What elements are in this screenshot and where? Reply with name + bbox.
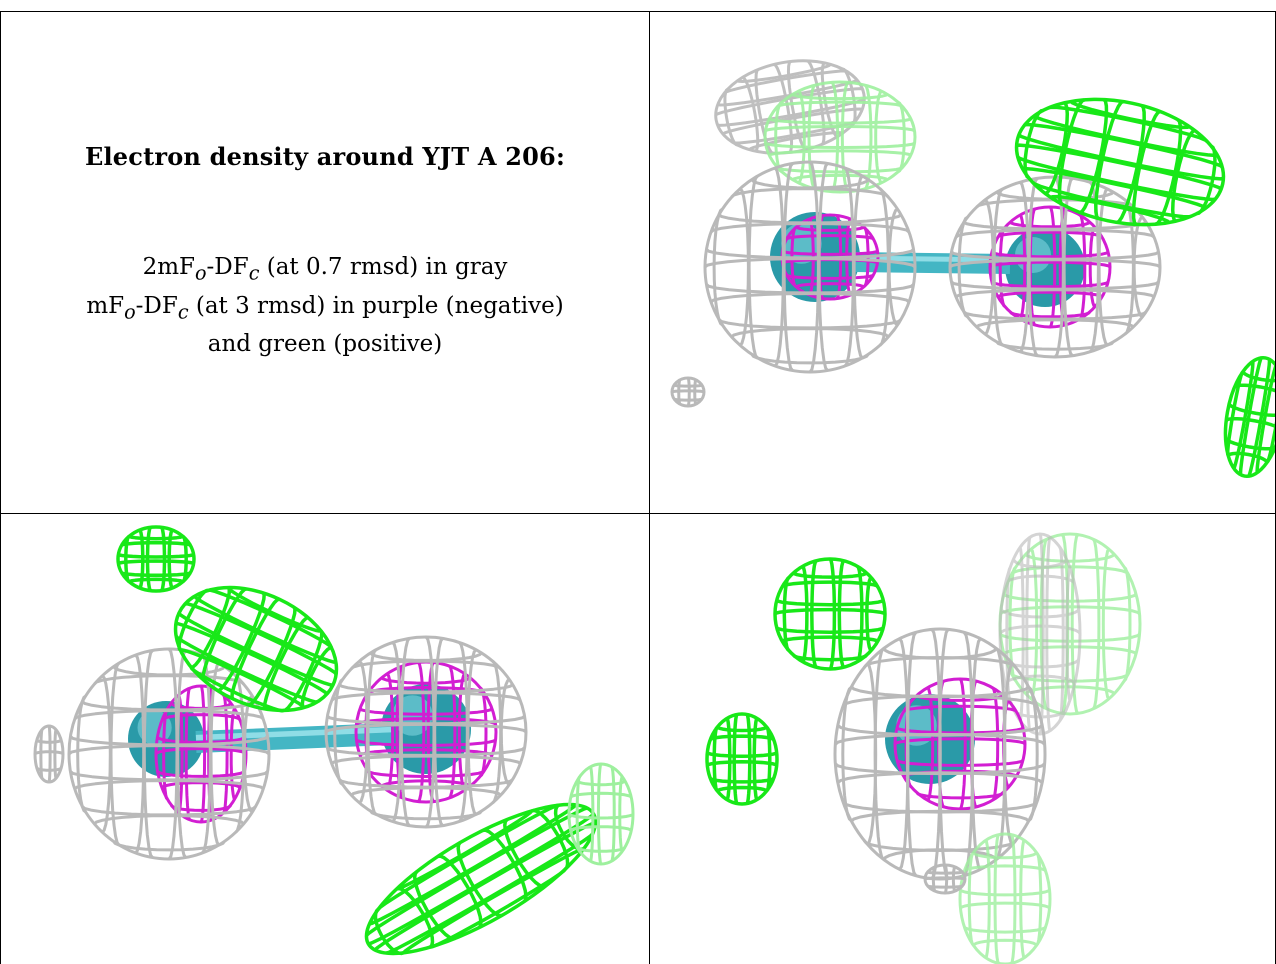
green-mesh-edge <box>1223 355 1275 479</box>
legend-line-difference: mFo-DFc (at 3 rmsd) in purple (negative) <box>86 290 563 329</box>
gray-mesh-fragment <box>923 863 967 895</box>
green-mesh-faint-bottom <box>958 832 1052 964</box>
legend-line-gray: 2mFo-DFc (at 0.7 rmsd) in gray <box>86 251 563 290</box>
green-mesh-lower <box>364 802 598 956</box>
density-view-top-right <box>650 12 1275 513</box>
gray-mesh-fragment <box>33 724 65 784</box>
legend-text: -DF <box>135 292 178 319</box>
green-mesh-left-top <box>773 557 887 671</box>
density-render-2 <box>33 525 635 956</box>
legend-text: mF <box>86 292 125 319</box>
gray-mesh-faint-right <box>998 532 1082 736</box>
figure-title: Electron density around YJT A 206: <box>84 142 566 171</box>
grid-top-border <box>0 11 1276 12</box>
green-mesh-upper <box>173 585 339 713</box>
grid-middle-border <box>0 513 1276 514</box>
density-legend: 2mFo-DFc (at 0.7 rmsd) in gray mFo-DFc (… <box>86 251 563 360</box>
green-mesh-left <box>705 712 779 806</box>
legend-sub: o <box>194 261 207 285</box>
gray-mesh-fragment <box>670 376 706 408</box>
caption-cell: Electron density around YJT A 206: 2mFo-… <box>1 12 649 513</box>
atom-right <box>1005 227 1085 307</box>
density-render-3 <box>705 532 1142 964</box>
green-mesh-faint <box>763 80 917 194</box>
gray-mesh-right <box>948 175 1162 359</box>
legend-text: (at 0.7 rmsd) in gray <box>259 254 508 280</box>
green-mesh-faint-right <box>998 532 1142 716</box>
legend-sub: c <box>248 261 260 285</box>
density-render-1 <box>670 59 1275 479</box>
gray-mesh-right <box>324 635 528 829</box>
legend-text: (at 3 rmsd) in purple (negative) <box>188 292 564 319</box>
grid-center-border <box>649 11 650 964</box>
atom-right <box>381 684 471 774</box>
grid-left-border <box>0 11 1 964</box>
green-mesh-top-right <box>1014 97 1226 227</box>
purple-mesh-left <box>154 684 248 824</box>
gray-mesh-left <box>703 160 917 374</box>
legend-text: 2mF <box>142 254 195 280</box>
legend-text: -DF <box>206 254 249 280</box>
green-mesh-small <box>116 525 196 593</box>
density-view-bottom-right <box>650 514 1275 964</box>
density-view-bottom-left <box>1 514 649 964</box>
legend-line-green: and green (positive) <box>207 331 443 358</box>
legend-sub: o <box>124 300 136 324</box>
green-mesh-faint-right <box>567 762 635 866</box>
legend-sub: c <box>177 300 189 324</box>
